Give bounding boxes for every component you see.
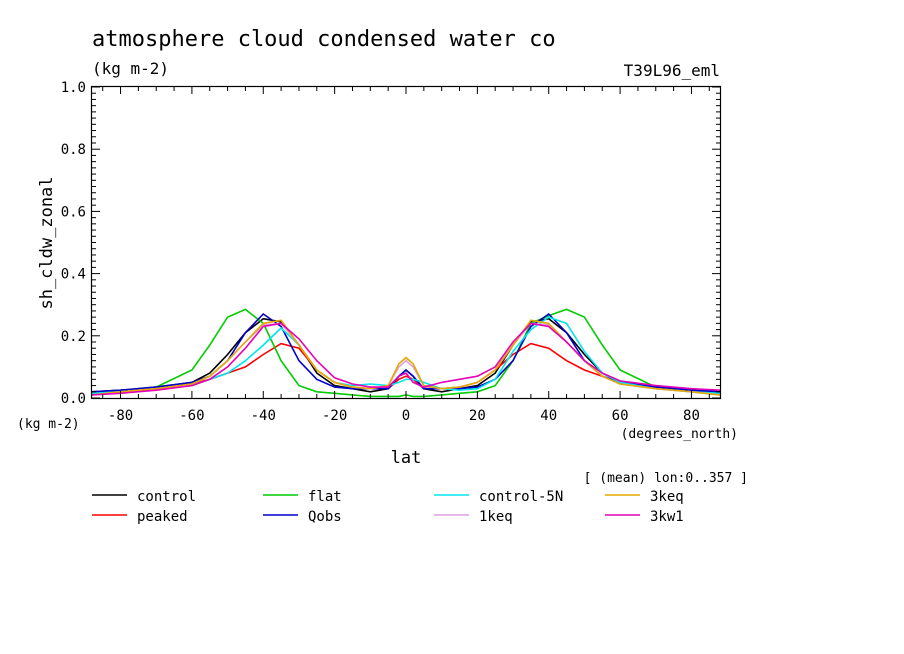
y-tick-label: 0.2 (61, 329, 86, 345)
legend-label-1keq: 1keq (479, 509, 513, 525)
y-tick-label: 0.6 (61, 204, 86, 220)
chart-subtitle-units: (kg m-2) (92, 59, 169, 78)
ticks-layer: -80 -60 -40 -20 0 20 40 60 80 0.0 0.2 0.4 0.6 0.8 1.0 (61, 80, 720, 424)
x-tick-label: 20 (469, 408, 486, 424)
y-tick-label: 0.4 (61, 267, 86, 283)
x-tick-label: 80 (683, 408, 700, 424)
series-layer (91, 308, 721, 398)
x-tick-label: 40 (540, 408, 557, 424)
x-axis-unit: (degrees_north) (621, 427, 738, 442)
x-tick-label: -80 (108, 408, 133, 424)
legend-label-3keq: 3keq (650, 489, 684, 505)
legend-label-control-5N: control-5N (479, 489, 563, 505)
legend-label-3kw1: 3kw1 (650, 509, 684, 525)
series-line-3kw1 (91, 322, 721, 396)
y-axis-label: sh_cldw_zonal (37, 176, 57, 309)
chart-subtitle-model: T39L96_eml (624, 61, 720, 80)
y-axis-unit: (kg m-2) (17, 417, 80, 432)
legend-label-control: control (137, 489, 196, 505)
x-tick-label: -20 (322, 408, 347, 424)
chart-title: atmosphere cloud condensed water co (92, 27, 556, 52)
x-axis-label: lat (391, 448, 422, 468)
series-line-control-5N (91, 316, 721, 395)
x-tick-label: -60 (179, 408, 204, 424)
legend-label-peaked: peaked (137, 509, 188, 525)
legend: control peaked flat Qobs control-5N 1keq 3keq 3… (92, 489, 684, 525)
x-tick-label: 60 (612, 408, 629, 424)
y-tick-label: 1.0 (61, 80, 86, 96)
averaging-note: [ (mean) lon:0..357 ] (584, 471, 748, 486)
y-tick-label: 0.8 (61, 142, 86, 158)
series-line-Qobs (91, 312, 721, 393)
series-line-peaked (91, 342, 721, 395)
plot-frame (90, 85, 722, 400)
legend-label-Qobs: Qobs (308, 509, 342, 525)
x-tick-label: -40 (251, 408, 276, 424)
series-line-control (91, 317, 721, 393)
legend-label-flat: flat (308, 489, 342, 505)
x-tick-label: 0 (402, 408, 410, 424)
y-tick-label: 0.0 (61, 391, 86, 407)
